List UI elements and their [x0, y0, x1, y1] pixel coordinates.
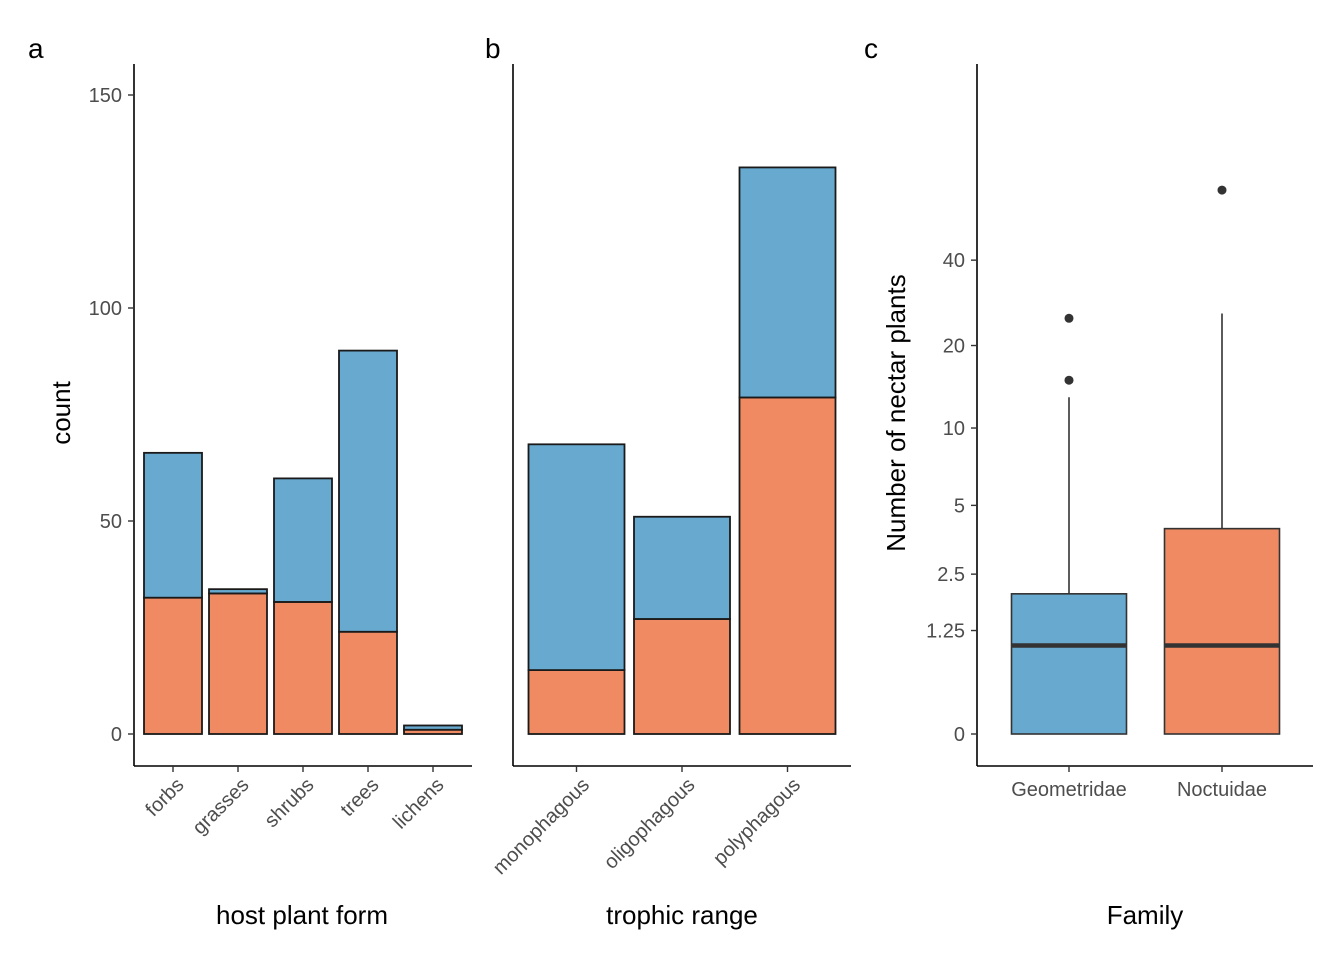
panel-b-label: b — [485, 33, 501, 64]
x-tick-label-Geometridae: Geometridae — [1011, 779, 1127, 801]
x-tick-label-lichens: lichens — [389, 774, 449, 834]
bar-polyphagous-orange — [738, 396, 837, 735]
panel-b-x-title: trophic range — [606, 900, 758, 930]
y-tick-label-40: 40 — [943, 250, 965, 272]
bar-trees-blue — [338, 349, 398, 633]
panel-c-x-ticks: Geometridae Noctuidae — [1011, 766, 1267, 801]
panel-c-y-title: Number of nectar plants — [881, 274, 911, 551]
x-tick-label-polyphagous: polyphagous — [709, 774, 805, 870]
panel-a-x-ticks: forbs grasses shrubs trees lichens — [142, 766, 449, 839]
bar-monophagous-blue — [527, 443, 626, 672]
y-tick-label-0: 0 — [111, 724, 122, 746]
x-tick-label-shrubs: shrubs — [261, 774, 319, 832]
panel-c-x-title: Family — [1107, 900, 1184, 930]
y-tick-label-100: 100 — [89, 298, 122, 320]
y-tick-label-20: 20 — [943, 336, 965, 358]
box-Noctuidae — [1163, 527, 1281, 735]
bar-forbs-orange — [143, 596, 203, 735]
bar-forbs-blue — [143, 451, 203, 599]
y-tick-label-150: 150 — [89, 85, 122, 107]
box-Geometridae — [1010, 593, 1128, 735]
panel-b-bars — [527, 166, 837, 735]
x-tick-label-oligophagous: oligophagous — [600, 774, 700, 874]
bar-shrubs-orange — [273, 601, 333, 735]
panel-c-boxes — [1010, 185, 1281, 735]
x-tick-label-grasses: grasses — [188, 774, 253, 839]
bar-lichens-blue — [403, 724, 463, 731]
panel-c-y-ticks: 0 1.25 2.5 5 10 20 40 — [926, 250, 977, 746]
panel-a-label: a — [28, 33, 44, 64]
bar-polyphagous-blue — [738, 166, 837, 399]
x-tick-label-monophagous: monophagous — [489, 774, 594, 879]
panel-a-y-ticks: 0 50 100 150 — [89, 85, 134, 746]
y-tick-label-0: 0 — [954, 724, 965, 746]
x-tick-label-forbs: forbs — [142, 774, 189, 821]
y-tick-label-1.25: 1.25 — [926, 621, 965, 643]
x-tick-label-trees: trees — [337, 774, 384, 821]
panel-b: b monophagous oligophagous polyphagous tro… — [485, 33, 851, 930]
x-tick-label-Noctuidae: Noctuidae — [1177, 779, 1267, 801]
panel-a-x-title: host plant form — [216, 900, 388, 930]
bar-grasses-orange — [208, 592, 268, 735]
bar-oligophagous-blue — [633, 515, 731, 620]
panel-b-x-ticks: monophagous oligophagous polyphagous — [489, 766, 805, 879]
outlier-point-Geometridae — [1064, 375, 1074, 385]
outlier-point-Noctuidae — [1217, 185, 1227, 195]
bar-oligophagous-orange — [633, 618, 731, 735]
outlier-point-Geometridae — [1064, 313, 1074, 323]
y-tick-label-2.5: 2.5 — [937, 564, 965, 586]
y-tick-label-5: 5 — [954, 495, 965, 517]
y-tick-label-10: 10 — [943, 418, 965, 440]
panel-a: a 0 50 100 150 forbs grasses shrubs trees liche… — [28, 33, 472, 930]
panel-c: c 0 1.25 2.5 5 10 20 40 Geometridae Noctuidae F… — [864, 33, 1313, 930]
bar-shrubs-blue — [273, 477, 333, 603]
panel-a-y-title: count — [46, 380, 76, 444]
y-tick-label-50: 50 — [100, 511, 122, 533]
bar-monophagous-orange — [527, 669, 626, 735]
bar-grasses-blue — [208, 588, 268, 595]
panel-c-label: c — [864, 33, 878, 64]
bar-trees-orange — [338, 630, 398, 735]
panel-a-bars — [143, 349, 463, 735]
